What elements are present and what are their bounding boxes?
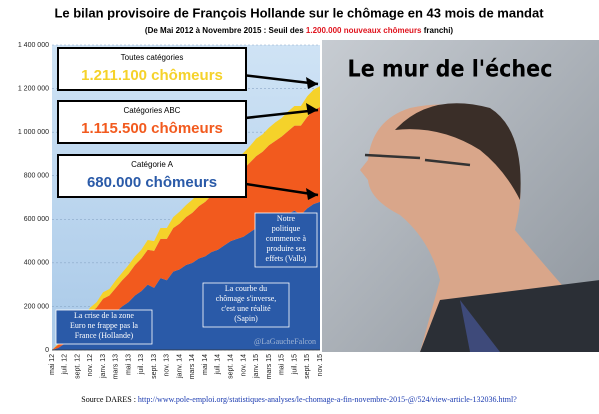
callout-box bbox=[57, 154, 247, 198]
annotation-line: France (Hollande) bbox=[75, 331, 134, 340]
x-tick-label: janv. 13 bbox=[100, 354, 107, 379]
x-tick-label: mai 12 bbox=[49, 354, 56, 375]
x-tick-label: janv. 15 bbox=[253, 354, 260, 379]
y-tick-label: 1 400 000 bbox=[18, 42, 49, 49]
callout-value: 1.211.100 chômeurs bbox=[81, 67, 223, 84]
annotation-box bbox=[202, 282, 290, 328]
x-tick-label: sept. 14 bbox=[228, 354, 235, 379]
x-tick-label: mars 14 bbox=[189, 354, 196, 379]
annotation-line: (Sapin) bbox=[234, 314, 258, 323]
x-tick-label: sept. 13 bbox=[151, 354, 158, 379]
callout-value: 680.000 chômeurs bbox=[87, 174, 217, 191]
callout-title: Toutes catégories bbox=[121, 53, 184, 62]
y-tick-label: 600 000 bbox=[24, 216, 49, 223]
headline: Le mur de l'échec bbox=[348, 57, 553, 83]
overlay: Toutes catégories 1.211.100 chômeurs Catég… bbox=[55, 47, 319, 346]
source-label: Source DARES : bbox=[81, 395, 138, 404]
x-tick-label: sept. 15 bbox=[304, 354, 311, 379]
callout-box bbox=[57, 47, 247, 91]
subtitle-part: (De Mai 2012 à Novembre 2015 : Seuil des bbox=[145, 26, 306, 35]
subtitle: (De Mai 2012 à Novembre 2015 : Seuil des… bbox=[145, 26, 453, 35]
callout-title: Catégories ABC bbox=[124, 106, 181, 115]
annotation-line: chômage s'inverse, bbox=[216, 294, 277, 303]
x-tick-label: mai 15 bbox=[279, 354, 286, 375]
x-tick-label: sept. 12 bbox=[74, 354, 81, 379]
x-tick-label: juil. 15 bbox=[291, 354, 298, 375]
y-tick-label: 200 000 bbox=[24, 303, 49, 310]
annotation-line: produire ses bbox=[267, 244, 306, 253]
annotation-line: Euro ne frappe pas la bbox=[70, 321, 138, 330]
portrait bbox=[360, 103, 599, 353]
x-tick-label: mars 15 bbox=[266, 354, 273, 379]
arrow-head bbox=[306, 103, 318, 115]
y-tick-label: 1 200 000 bbox=[18, 85, 49, 92]
x-tick-label: mars 13 bbox=[113, 354, 120, 379]
annotation-line: La courbe du bbox=[225, 284, 267, 293]
title: Le bilan provisoire de François Hollande… bbox=[54, 5, 544, 20]
x-tick-label: mai 14 bbox=[202, 354, 209, 375]
arrow-head bbox=[306, 77, 318, 89]
source: Source DARES : http://www.pole-emploi.or… bbox=[81, 395, 517, 404]
callout-title: Catégorie A bbox=[131, 160, 173, 169]
x-tick-label: nov. 14 bbox=[240, 354, 247, 377]
x-tick-label: janv. 14 bbox=[176, 354, 183, 379]
annotation-line: commence à bbox=[266, 234, 307, 243]
annotation-line: effets (Valls) bbox=[266, 254, 307, 263]
annotation-line: politique bbox=[272, 224, 301, 233]
annotation-line: La crise de la zone bbox=[74, 311, 134, 320]
x-tick-label: juil. 13 bbox=[138, 354, 145, 375]
x-tick-label: juil. 12 bbox=[62, 354, 69, 375]
x-tick-label: juil. 14 bbox=[215, 354, 222, 375]
source-url: http://www.pole-emploi.org/statistiques-… bbox=[138, 395, 517, 404]
annotation-box bbox=[55, 309, 153, 345]
x-tick-label: mai 13 bbox=[125, 354, 132, 375]
y-tick-label: 1 000 000 bbox=[18, 129, 49, 136]
y-tick-label: 800 000 bbox=[24, 173, 49, 180]
callout-value: 1.115.500 chômeurs bbox=[81, 120, 223, 137]
x-tick-label: nov. 13 bbox=[164, 354, 171, 377]
annotation-line: c'est une réalité bbox=[221, 304, 271, 313]
annotation-line: Notre bbox=[277, 214, 296, 223]
credit: @LaGaucheFalcon bbox=[254, 337, 316, 346]
area-series bbox=[52, 106, 320, 351]
callout-box bbox=[57, 100, 247, 144]
subtitle-highlight: 1.200.000 nouveaux chômeurs bbox=[306, 26, 422, 35]
annotation-box bbox=[254, 212, 318, 268]
area-series bbox=[52, 86, 320, 351]
y-tick-label: 400 000 bbox=[24, 260, 49, 267]
subtitle-part: franchi) bbox=[422, 26, 454, 35]
y-tick-label: 0 bbox=[45, 347, 49, 354]
x-tick-label: nov. 15 bbox=[317, 354, 324, 377]
arrow-head bbox=[306, 188, 318, 200]
x-tick-label: nov. 12 bbox=[87, 354, 94, 377]
